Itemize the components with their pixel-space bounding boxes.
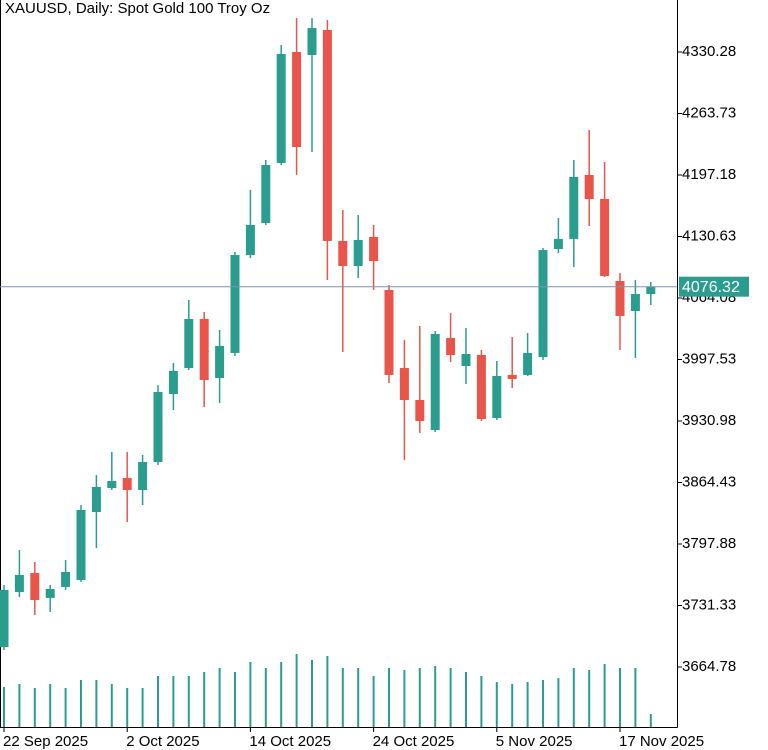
candle-body	[553, 238, 563, 250]
y-tick-label: 3864.43	[682, 473, 736, 490]
candle-body	[630, 294, 640, 312]
candle-body	[91, 486, 101, 513]
candle-body	[646, 286, 656, 295]
y-tick-label: 4330.28	[682, 43, 736, 60]
candle-body	[276, 54, 286, 163]
candle-body	[199, 318, 209, 381]
candle-body	[338, 240, 348, 267]
candle-body	[492, 375, 502, 419]
candle-body	[45, 588, 55, 598]
candle-body	[615, 280, 625, 317]
title-bg	[2, 0, 332, 18]
candle-body	[261, 165, 271, 224]
candle-body	[122, 477, 132, 491]
y-tick-label: 3664.78	[682, 658, 736, 675]
price-label: 4076.32	[682, 279, 740, 296]
candle-body	[584, 174, 594, 200]
x-tick-label: 24 Oct 2025	[373, 733, 455, 750]
candle-body	[600, 199, 610, 276]
y-tick-label: 3797.88	[682, 535, 736, 552]
candle-body	[230, 255, 240, 353]
candle-body	[307, 28, 317, 56]
candle-body	[76, 509, 86, 581]
y-tick-label: 3731.33	[682, 596, 736, 613]
candle-body	[461, 353, 471, 366]
price-label-box	[679, 276, 749, 297]
candle-body	[415, 400, 425, 421]
candle-body	[353, 239, 363, 267]
y-tick-label: 4130.63	[682, 227, 736, 244]
y-tick-label: 3930.98	[682, 412, 736, 429]
candle-body	[322, 29, 332, 241]
candle-body	[538, 250, 548, 358]
candle-body	[153, 391, 163, 463]
candle-body	[30, 572, 40, 600]
candle-body	[168, 370, 178, 394]
chart-title: XAUUSD, Daily: Spot Gold 100 Troy Oz	[5, 0, 270, 17]
candle-body	[107, 480, 117, 488]
y-tick-label: 4197.18	[682, 166, 736, 183]
x-tick-label: 14 Oct 2025	[249, 733, 331, 750]
candle-body	[138, 462, 148, 491]
candle-body	[476, 354, 486, 420]
x-tick-label: 2 Oct 2025	[126, 733, 199, 750]
candle-body	[14, 574, 24, 593]
candle-body	[399, 368, 409, 401]
candle-body	[0, 589, 9, 648]
candle-body	[446, 337, 456, 355]
y-tick-label: 3997.53	[682, 350, 736, 367]
candle-body	[569, 177, 579, 239]
candle-body	[245, 224, 255, 256]
x-tick-label: 17 Nov 2025	[619, 733, 704, 750]
candle-body	[292, 51, 302, 147]
x-tick-label: 22 Sep 2025	[3, 733, 88, 750]
candle-body	[430, 334, 440, 431]
y-tick-label: 4263.73	[682, 104, 736, 121]
candle-body	[384, 290, 394, 375]
candle-body	[369, 236, 379, 262]
candle-body	[523, 352, 533, 375]
x-tick-label: 5 Nov 2025	[496, 733, 573, 750]
candle-body	[184, 318, 194, 369]
candle-body	[507, 374, 517, 380]
candle-body	[61, 571, 71, 587]
candle-body	[215, 345, 225, 379]
